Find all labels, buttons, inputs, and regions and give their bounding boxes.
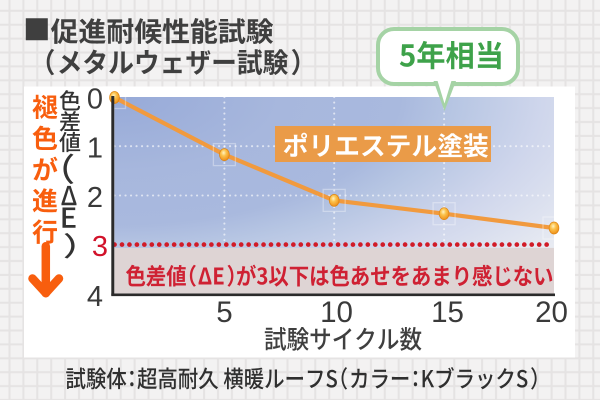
svg-text:0: 0 xyxy=(87,83,103,115)
svg-text:2: 2 xyxy=(87,182,103,214)
svg-text:1: 1 xyxy=(87,133,103,165)
svg-text:20: 20 xyxy=(535,296,568,329)
svg-text:15: 15 xyxy=(431,296,464,329)
svg-text:5: 5 xyxy=(216,296,232,329)
svg-text:10: 10 xyxy=(320,296,353,329)
svg-text:3: 3 xyxy=(92,231,108,263)
svg-text:4: 4 xyxy=(87,281,103,313)
